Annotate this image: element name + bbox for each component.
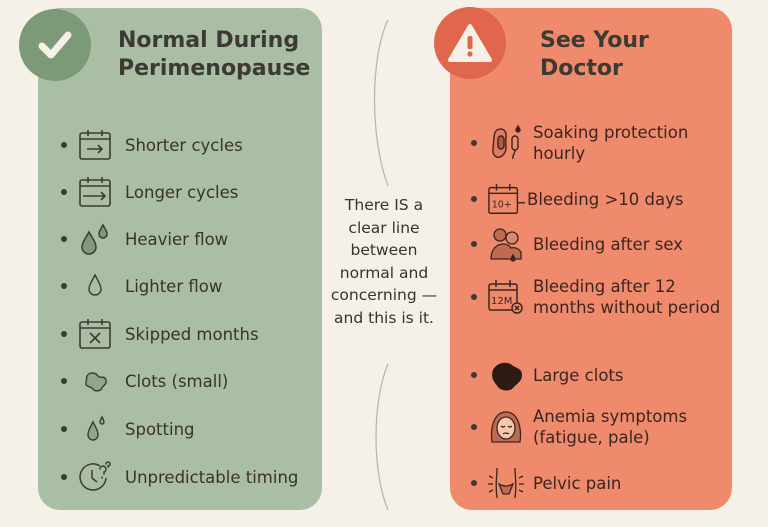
bullet <box>471 241 477 247</box>
middle-statement: There IS a clear line between normal and… <box>330 196 438 327</box>
title-line: Perimenopause <box>118 56 311 81</box>
bullet <box>471 140 477 146</box>
item-label: Heavier flow <box>125 229 229 249</box>
item-label: Spotting <box>125 419 195 439</box>
list-item: Pelvic pain <box>471 464 725 502</box>
item-label: Clots (small) <box>125 371 229 391</box>
normal-panel: Shorter cycles Longer cycles Heavier flo… <box>38 8 322 510</box>
drop-icon <box>77 269 113 303</box>
icon-text: 12M <box>491 296 512 307</box>
clock-question-icon <box>77 460 113 494</box>
calendar-12m-icon: 12M <box>487 278 525 316</box>
bullet <box>61 236 67 242</box>
doctor-title: See Your Doctor <box>540 27 649 83</box>
list-item: 12M Bleeding after 12 months without per… <box>471 276 725 318</box>
bullet <box>471 372 477 378</box>
doctor-panel: Soaking protection hourly 10+ Bleeding >… <box>450 8 732 510</box>
icon-text: 10+ <box>492 200 512 211</box>
bullet <box>61 474 67 480</box>
bullet <box>61 189 67 195</box>
double-drop-icon <box>77 222 113 256</box>
pad-tampon-icon <box>487 124 525 162</box>
list-item: Heavier flow <box>61 222 228 256</box>
clot-icon <box>77 364 113 398</box>
item-label: Unpredictable timing <box>125 467 299 487</box>
item-label: Bleeding after 12 months without period <box>533 277 721 317</box>
list-item: Soaking protection hourly <box>471 122 725 164</box>
couple-icon <box>487 225 525 263</box>
bullet <box>471 294 477 300</box>
item-label: Lighter flow <box>125 276 223 296</box>
calendar-long-arrow-icon <box>77 175 113 209</box>
list-item: Longer cycles <box>61 175 238 209</box>
large-clot-icon <box>487 356 525 394</box>
title-line: Doctor <box>540 56 623 81</box>
small-drops-icon <box>77 412 113 446</box>
item-label: Pelvic pain <box>533 473 622 493</box>
bullet <box>61 283 67 289</box>
calendar-x-icon <box>77 317 113 351</box>
list-item: Unpredictable timing <box>61 460 298 494</box>
bullet <box>61 426 67 432</box>
bullet <box>471 424 477 430</box>
checkmark-badge <box>19 9 91 81</box>
warning-icon <box>448 24 492 62</box>
title-line: Normal During <box>118 28 300 53</box>
bullet <box>61 378 67 384</box>
bullet <box>471 480 477 486</box>
item-label: Skipped months <box>125 324 259 344</box>
calendar-arrow-icon <box>77 128 113 162</box>
pelvic-pain-icon <box>487 464 525 502</box>
calendar-10-plus-icon: 10+ <box>487 180 525 218</box>
bullet <box>61 331 67 337</box>
item-label: Anemia symptoms (fatigue, pale) <box>533 407 688 447</box>
list-item: Shorter cycles <box>61 128 243 162</box>
list-item: Skipped months <box>61 317 259 351</box>
list-item: Clots (small) <box>61 364 228 398</box>
list-item: Lighter flow <box>61 269 222 303</box>
divider-curve-bottom <box>375 363 389 511</box>
item-label: Bleeding after sex <box>533 234 683 254</box>
title-line: See Your <box>540 28 649 53</box>
list-item: Bleeding after sex <box>471 225 725 263</box>
bullet <box>471 196 477 202</box>
item-label: Shorter cycles <box>125 135 243 155</box>
list-item: Large clots <box>471 356 725 394</box>
item-label: Soaking protection hourly <box>533 123 689 163</box>
list-item: Anemia symptoms (fatigue, pale) <box>471 406 725 448</box>
list-item: Spotting <box>61 412 195 446</box>
divider-curve-top <box>373 19 389 187</box>
item-label: Bleeding >10 days <box>527 189 684 209</box>
tired-face-icon <box>487 408 525 446</box>
warning-badge <box>434 7 506 79</box>
item-label: Large clots <box>533 365 624 385</box>
checkmark-icon <box>38 31 72 59</box>
bullet <box>61 142 67 148</box>
list-item: 10+ Bleeding >10 days <box>471 180 719 218</box>
item-label: Longer cycles <box>125 182 239 202</box>
normal-title: Normal During Perimenopause <box>118 27 310 83</box>
